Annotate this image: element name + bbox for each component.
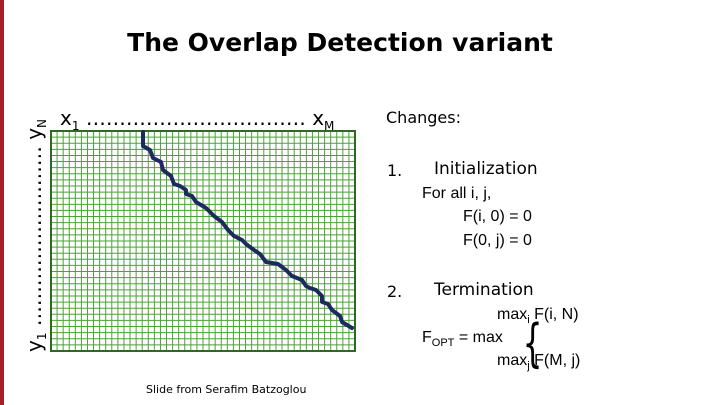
dp-matrix-grid xyxy=(50,130,356,352)
step2-title: Termination xyxy=(434,280,534,300)
step1-title: Initialization xyxy=(434,159,538,179)
max-i-formula: maxi F(i, N) xyxy=(497,306,579,327)
left-accent-bar xyxy=(0,0,4,405)
slide-credit: Slide from Serafim Batzoglou xyxy=(146,383,307,396)
grid-lines xyxy=(50,130,355,352)
x-axis-label: x1 …………………………… xM xyxy=(60,106,335,133)
alignment-path xyxy=(141,130,354,330)
step1-line1: For all i, j, xyxy=(422,185,492,202)
y-axis-label: y1 ……………………… yN xyxy=(22,118,49,352)
slide-title: The Overlap Detection variant xyxy=(127,28,553,57)
max-j-formula: maxj F(M, j) xyxy=(497,352,581,373)
changes-heading: Changes: xyxy=(386,108,461,127)
step1-number: 1. xyxy=(387,161,403,180)
step2-number: 2. xyxy=(387,282,403,301)
step1-line2: F(i, 0) = 0 xyxy=(463,208,532,225)
step1-line3: F(0, j) = 0 xyxy=(463,232,532,249)
fopt-formula: FOPT = max xyxy=(422,329,503,350)
left-brace: { xyxy=(522,314,543,374)
grid-border xyxy=(50,130,356,352)
